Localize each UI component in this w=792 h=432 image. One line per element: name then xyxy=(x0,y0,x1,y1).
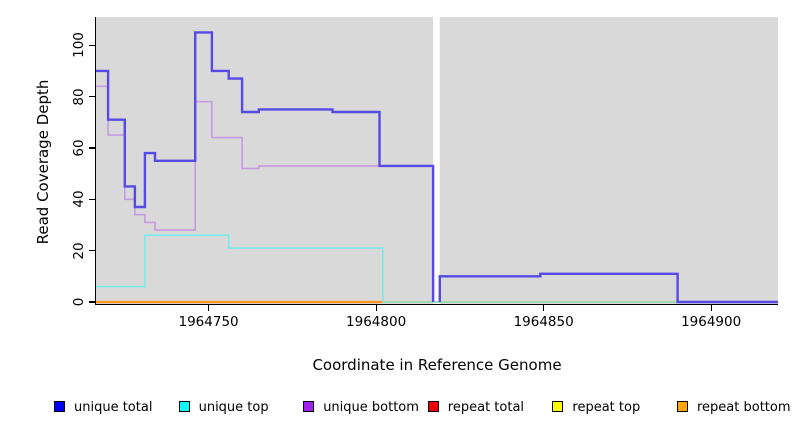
y-tick-label: 100 xyxy=(71,32,87,59)
x-tick-mark xyxy=(710,305,712,311)
legend-label: repeat total xyxy=(447,400,525,415)
series-unique-top xyxy=(96,234,778,303)
y-tick-label: 0 xyxy=(71,297,87,307)
series-unique-total-right xyxy=(438,272,778,304)
x-tick-mark xyxy=(543,305,545,311)
legend-label: repeat top xyxy=(572,400,641,415)
legend-label: unique top xyxy=(198,400,269,415)
legend-swatch-repeat-top xyxy=(552,401,564,412)
legend-label: repeat bottom xyxy=(697,400,791,415)
legend-label: unique bottom xyxy=(323,400,419,415)
legend: unique total unique top unique bottom repea… xyxy=(0,399,792,419)
legend-swatch-unique-total xyxy=(54,401,65,412)
y-tick-mark xyxy=(88,198,95,200)
x-axis-title: Coordinate in Reference Genome xyxy=(312,356,562,374)
legend-swatch-repeat-bottom xyxy=(677,401,688,412)
x-tick-mark xyxy=(375,305,377,311)
plot-background-left xyxy=(96,17,434,304)
x-tick-label: 1964800 xyxy=(346,314,407,330)
legend-label: unique total xyxy=(74,400,153,415)
plot-canvas xyxy=(96,17,778,304)
x-axis-line xyxy=(94,304,778,306)
legend-swatch-repeat-total xyxy=(427,401,439,412)
series-unique-total-left xyxy=(96,31,435,302)
legend-swatch-unique-bottom xyxy=(303,401,315,412)
y-tick-mark xyxy=(88,147,95,149)
plot-background-right xyxy=(439,17,778,304)
y-tick-label: 80 xyxy=(71,87,87,106)
y-tick-label: 40 xyxy=(71,190,87,208)
x-tick-mark xyxy=(207,305,210,311)
y-axis-title: Read Coverage Depth xyxy=(34,79,52,245)
y-tick-mark xyxy=(88,95,95,98)
plot-area xyxy=(96,17,778,304)
x-tick-label: 1964900 xyxy=(681,314,742,330)
y-axis-line xyxy=(94,17,96,305)
x-tick-label: 1964750 xyxy=(178,314,239,330)
y-tick-mark xyxy=(88,44,95,46)
y-tick-mark xyxy=(88,301,95,303)
legend-swatch-unique-top xyxy=(178,401,190,412)
y-tick-label: 60 xyxy=(71,139,87,157)
y-tick-label: 20 xyxy=(71,242,87,260)
x-tick-label: 1964850 xyxy=(513,314,574,330)
y-tick-mark xyxy=(88,250,95,252)
